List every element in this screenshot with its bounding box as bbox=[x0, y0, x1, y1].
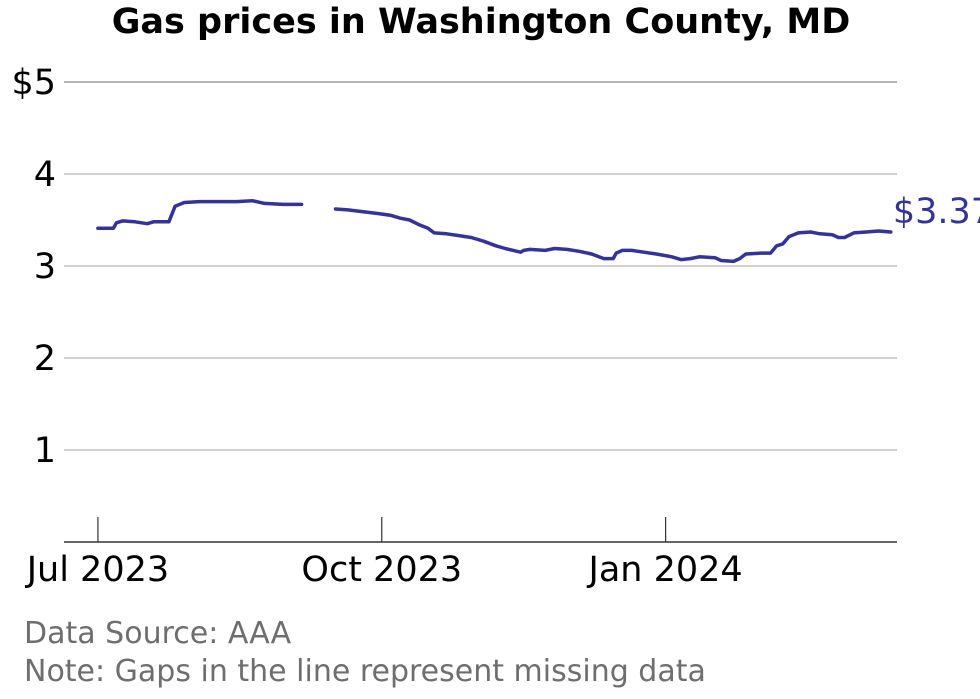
y-tick-label: 2 bbox=[34, 339, 56, 379]
y-tick-label: 3 bbox=[34, 247, 56, 287]
end-value-label: $3.37 bbox=[893, 192, 980, 232]
data-source-note: Data Source: AAA bbox=[24, 616, 292, 651]
x-tick-label: Oct 2023 bbox=[301, 550, 462, 590]
y-tick-label: $5 bbox=[11, 63, 56, 103]
series-line-segment bbox=[96, 198, 304, 231]
gridlines bbox=[64, 81, 897, 451]
y-axis-tick-labels: 1 2 3 4 $5 bbox=[11, 63, 56, 471]
chart-title: Gas prices in Washington County, MD bbox=[111, 2, 851, 42]
missing-data-note: Note: Gaps in the line represent missing… bbox=[24, 654, 706, 689]
x-tick-label: Jul 2023 bbox=[25, 550, 169, 590]
y-tick-label: 1 bbox=[34, 431, 56, 471]
series-line-segment bbox=[333, 207, 893, 264]
x-tick-label: Jan 2024 bbox=[587, 550, 743, 590]
y-tick-label: 4 bbox=[34, 155, 56, 195]
x-axis-ticks: Jul 2023 Oct 2023 Jan 2024 bbox=[25, 517, 743, 590]
price-series bbox=[96, 198, 893, 264]
